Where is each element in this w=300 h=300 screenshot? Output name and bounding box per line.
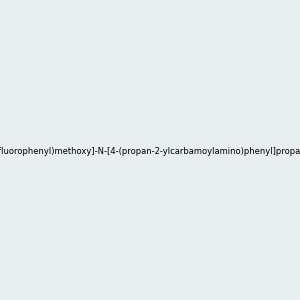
Text: 2-[(4-fluorophenyl)methoxy]-N-[4-(propan-2-ylcarbamoylamino)phenyl]propanamide: 2-[(4-fluorophenyl)methoxy]-N-[4-(propan… [0, 147, 300, 156]
